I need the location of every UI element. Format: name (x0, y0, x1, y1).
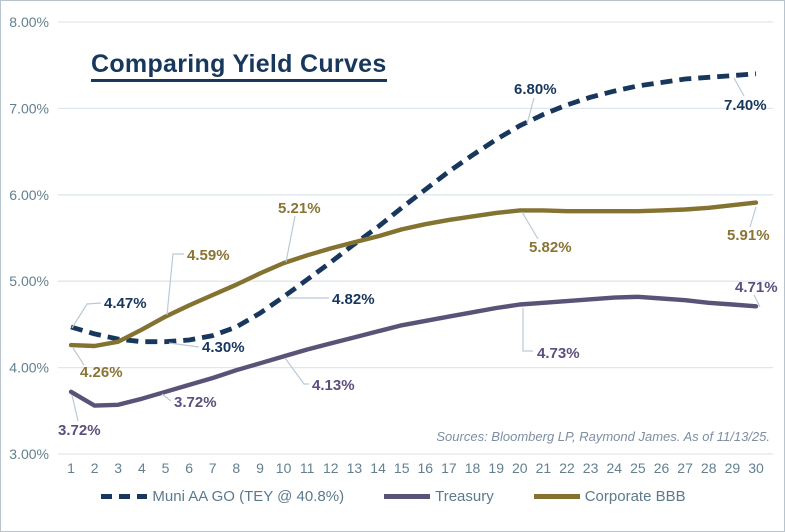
data-label-muni: 4.47% (104, 295, 147, 312)
x-axis-tick-label: 24 (607, 460, 623, 476)
x-axis-tick-label: 6 (185, 460, 193, 476)
data-label-treasury: 4.13% (312, 377, 355, 394)
x-axis-tick-label: 14 (370, 460, 386, 476)
muni-line (70, 71, 757, 345)
callout-line (753, 294, 761, 308)
data-label-corporate: 5.21% (278, 200, 321, 217)
legend-item-treasury: Treasury (384, 488, 494, 505)
x-axis-tick-label: 18 (465, 460, 481, 476)
legend-item-muni: Muni AA GO (TEY @ 40.8%) (101, 488, 344, 505)
legend-label-muni: Muni AA GO (TEY @ 40.8%) (152, 488, 345, 505)
x-axis-tick-label: 26 (654, 460, 670, 476)
muni-dashed-line-swatch (101, 494, 148, 499)
x-axis-tick-label: 4 (138, 460, 146, 476)
y-axis-tick-label: 5.00% (9, 273, 49, 289)
x-axis-tick-label: 23 (583, 460, 599, 476)
x-axis-tick-label: 22 (559, 460, 575, 476)
data-label-muni: 4.30% (202, 339, 245, 356)
y-axis-tick-label: 3.00% (9, 446, 49, 462)
data-label-muni: 7.40% (724, 97, 767, 114)
x-axis-tick-label: 8 (232, 460, 240, 476)
data-label-corporate: 5.91% (727, 227, 770, 244)
callout-line (71, 394, 79, 422)
x-axis-tick-label: 29 (725, 460, 741, 476)
data-label-corporate: 4.59% (187, 247, 230, 264)
data-label-muni: 4.82% (332, 291, 375, 308)
callout-line (284, 357, 309, 385)
data-label-treasury: 3.72% (174, 394, 217, 411)
chart-title: Comparing Yield Curves (91, 50, 387, 82)
x-axis-tick-label: 2 (91, 460, 99, 476)
y-axis-tick-label: 7.00% (9, 100, 49, 116)
callout-line (161, 393, 172, 402)
corporate-line (68, 200, 759, 349)
callout-line (285, 215, 296, 263)
data-label-corporate: 4.26% (80, 364, 123, 381)
callout-line (749, 206, 757, 228)
callout-line (733, 77, 745, 97)
corporate-line-swatch (533, 494, 580, 499)
x-axis-tick-label: 28 (701, 460, 717, 476)
x-axis-tick-label: 27 (677, 460, 693, 476)
callout-line (71, 302, 102, 329)
x-axis-tick-label: 20 (512, 460, 528, 476)
callout-line (72, 347, 85, 366)
data-label-treasury: 4.71% (735, 279, 778, 296)
x-axis-tick-label: 1 (67, 460, 75, 476)
data-label-treasury: 4.73% (537, 345, 580, 362)
x-axis-tick-label: 19 (488, 460, 504, 476)
x-axis-tick-label: 11 (300, 460, 315, 476)
data-label-muni: 6.80% (514, 81, 557, 98)
x-axis-tick-label: 30 (748, 460, 764, 476)
data-label-treasury: 3.72% (58, 422, 101, 439)
x-axis-tick-label: 17 (441, 460, 457, 476)
x-axis-tick-label: 9 (256, 460, 264, 476)
legend-item-corporate: Corporate BBB (533, 488, 686, 505)
legend-label-corporate: Corporate BBB (584, 488, 686, 505)
x-axis-tick-label: 16 (418, 460, 434, 476)
x-axis-tick-label: 15 (394, 460, 410, 476)
legend-label-treasury: Treasury (435, 488, 494, 505)
x-axis-tick-label: 21 (536, 460, 552, 476)
sources-note: Sources: Bloomberg LP, Raymond James. As… (436, 429, 770, 444)
x-axis-tick-label: 3 (114, 460, 122, 476)
y-axis-tick-label: 4.00% (9, 360, 49, 376)
callout-line (526, 97, 535, 125)
x-axis-tick-label: 10 (276, 460, 292, 476)
callout-line (168, 342, 200, 348)
x-axis-tick-label: 5 (162, 460, 170, 476)
y-axis-tick-label: 6.00% (9, 187, 49, 203)
treasury-line-swatch (384, 494, 431, 499)
x-axis-tick-label: 25 (630, 460, 646, 476)
x-axis-tick-label: 12 (323, 460, 339, 476)
treasury-line (68, 294, 759, 408)
data-label-corporate: 5.82% (529, 239, 572, 256)
legend: Muni AA GO (TEY @ 40.8%) Treasury Corpor… (1, 488, 784, 505)
callout-line (522, 308, 533, 352)
x-axis-tick-label: 13 (347, 460, 363, 476)
y-axis-tick-label: 8.00% (9, 14, 49, 30)
callout-line (166, 253, 184, 316)
x-axis-tick-label: 7 (209, 460, 217, 476)
callout-line (521, 211, 539, 240)
